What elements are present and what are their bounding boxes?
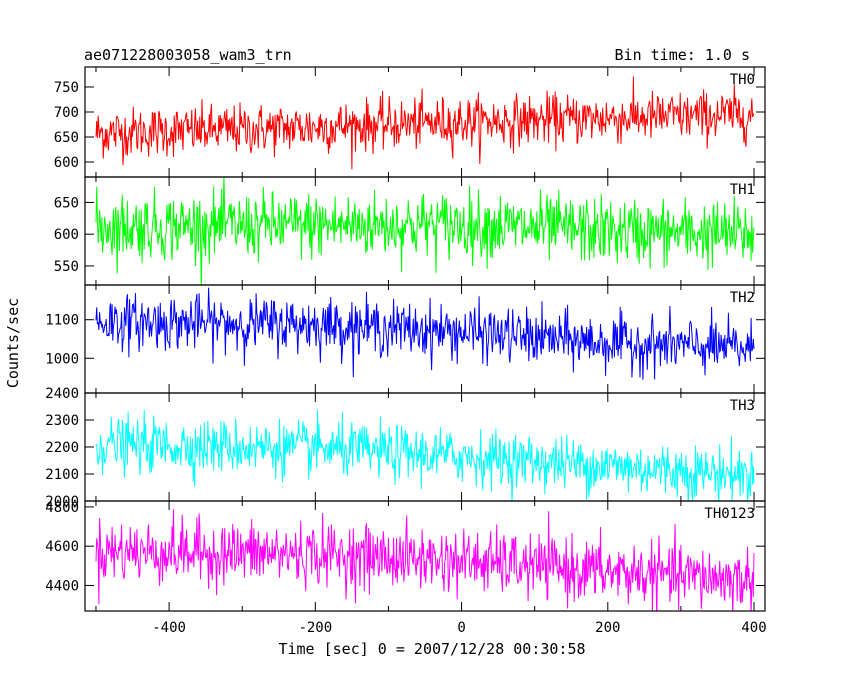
- y-tick-label: 4800: [45, 500, 79, 516]
- y-tick-label: 1000: [45, 351, 79, 367]
- y-tick-label: 550: [54, 259, 79, 275]
- y-tick-label: 2000: [45, 494, 79, 510]
- panel-label: TH0123: [704, 506, 755, 522]
- x-tick-label: -400: [152, 620, 186, 636]
- y-axis-label: Counts/sec: [4, 298, 22, 388]
- panel-label: TH0: [730, 72, 755, 88]
- chart-title-right: Bin time: 1.0 s: [615, 46, 750, 64]
- chart-title-left: ae071228003058_wam3_trn: [84, 46, 292, 64]
- panel-th2: 1000 1100 TH2: [45, 284, 766, 394]
- panel-th1: 550 600 650 TH1: [54, 176, 766, 286]
- series-line-th0123: [95, 509, 755, 611]
- chart-panels: 600 650 700 750 TH0 550 600 650 TH1 1000 1100 TH2 20…: [45, 66, 767, 636]
- x-tick-label: 400: [741, 620, 766, 636]
- series-line-th0: [95, 76, 755, 170]
- y-tick-label: 2300: [45, 413, 79, 429]
- panel-label: TH1: [730, 182, 755, 198]
- y-tick-label: 600: [54, 155, 79, 171]
- y-tick-label: 2200: [45, 440, 79, 456]
- y-tick-label: 650: [54, 195, 79, 211]
- y-tick-label: 2100: [45, 467, 79, 483]
- series-line-th1: [95, 177, 755, 285]
- panel-th3: 2000 2100 2200 2300 2400 TH3: [45, 386, 766, 510]
- y-tick-label: 4600: [45, 539, 79, 555]
- x-tick-label: -200: [298, 620, 332, 636]
- panel-th0123: 4400 4600 4800 TH0123: [45, 500, 766, 612]
- panel-th0: 600 650 700 750 TH0: [54, 66, 766, 178]
- y-tick-label: 700: [54, 105, 79, 121]
- y-tick-label: 650: [54, 130, 79, 146]
- series-line-th2: [95, 287, 755, 380]
- panel-frame: [84, 500, 766, 612]
- y-tick-label: 1100: [45, 313, 79, 329]
- y-tick-label: 2400: [45, 386, 79, 402]
- panel-label: TH3: [730, 398, 755, 414]
- series-line-th3: [95, 409, 755, 501]
- x-axis-label: Time [sec] 0 = 2007/12/28 00:30:58: [278, 640, 585, 658]
- x-tick-label: 0: [457, 620, 465, 636]
- y-tick-label: 600: [54, 227, 79, 243]
- x-tick-label: 200: [595, 620, 620, 636]
- panel-label: TH2: [730, 290, 755, 306]
- y-tick-label: 4400: [45, 578, 79, 594]
- y-tick-label: 750: [54, 80, 79, 96]
